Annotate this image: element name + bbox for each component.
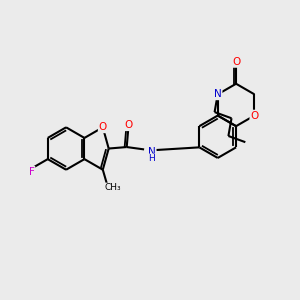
Text: H: H bbox=[148, 154, 155, 163]
Text: N: N bbox=[148, 147, 155, 158]
Text: O: O bbox=[124, 120, 132, 130]
Text: O: O bbox=[99, 122, 107, 132]
Text: O: O bbox=[250, 110, 259, 121]
Text: O: O bbox=[232, 57, 240, 67]
Text: N: N bbox=[214, 89, 222, 99]
Text: F: F bbox=[28, 167, 34, 177]
Text: CH₃: CH₃ bbox=[105, 183, 121, 192]
